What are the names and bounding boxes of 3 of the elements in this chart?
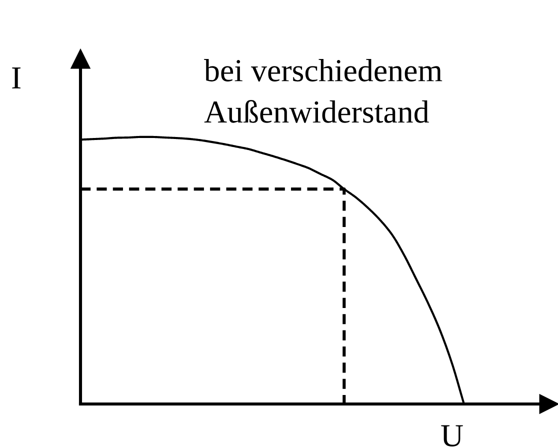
y-axis-title: I	[12, 68, 21, 88]
x-axis-title: U	[441, 425, 463, 446]
text: bei verschiedenem Außenwiderstand	[204, 59, 442, 123]
